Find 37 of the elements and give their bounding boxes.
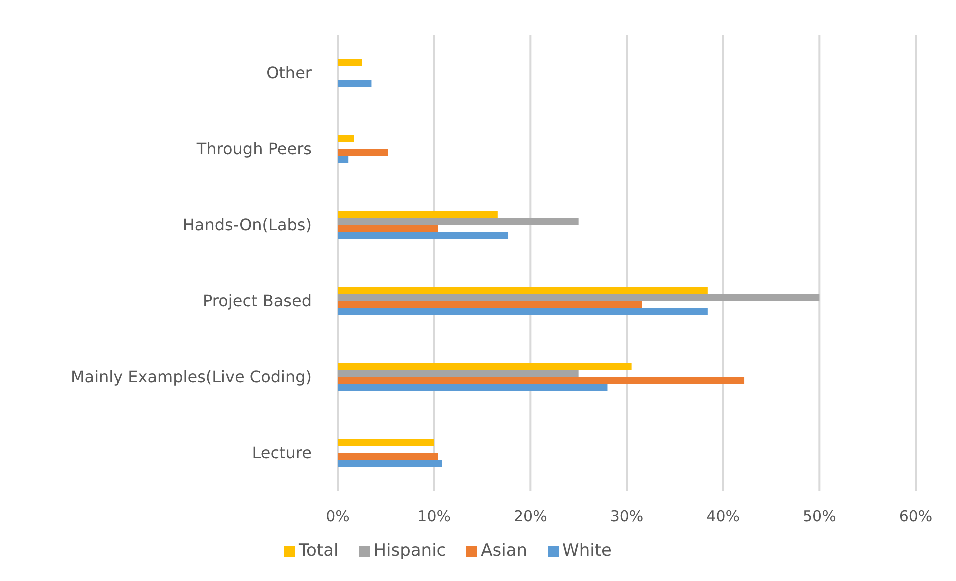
bar [338, 225, 438, 232]
legend-label: Hispanic [374, 541, 446, 561]
bar [338, 384, 608, 392]
y-tick-label: Project Based [203, 292, 312, 311]
bar [338, 308, 708, 316]
y-tick-label: Other [266, 64, 312, 83]
bar [338, 80, 372, 88]
bar [338, 218, 579, 226]
bar [338, 135, 354, 142]
bar [338, 156, 349, 164]
bar [338, 439, 434, 446]
legend-label: Total [299, 541, 339, 561]
bar [338, 287, 708, 294]
x-tick-label: 20% [514, 508, 548, 526]
y-tick-label: Lecture [252, 444, 312, 463]
bar [338, 211, 498, 218]
bar [338, 294, 820, 302]
x-tick-label: 0% [326, 508, 350, 526]
x-tick-label: 30% [610, 508, 644, 526]
x-tick-label: 40% [706, 508, 740, 526]
bar [338, 149, 388, 156]
y-tick-label: Hands-On(Labs) [182, 216, 312, 235]
bar [338, 59, 362, 66]
bar [338, 363, 632, 370]
bar [338, 301, 642, 308]
x-tick-label: 60% [899, 508, 933, 526]
y-tick-label: Through Peers [196, 140, 312, 159]
bar [338, 453, 438, 460]
x-tick-label: 50% [802, 508, 836, 526]
bar [338, 370, 579, 378]
y-tick-label: Mainly Examples(Live Coding) [70, 368, 312, 387]
x-tick-label: 10% [418, 508, 452, 526]
legend-label: White [562, 541, 612, 561]
bar [338, 232, 509, 240]
bar [338, 377, 745, 384]
bar [338, 460, 442, 468]
legend-label: Asian [481, 541, 528, 561]
